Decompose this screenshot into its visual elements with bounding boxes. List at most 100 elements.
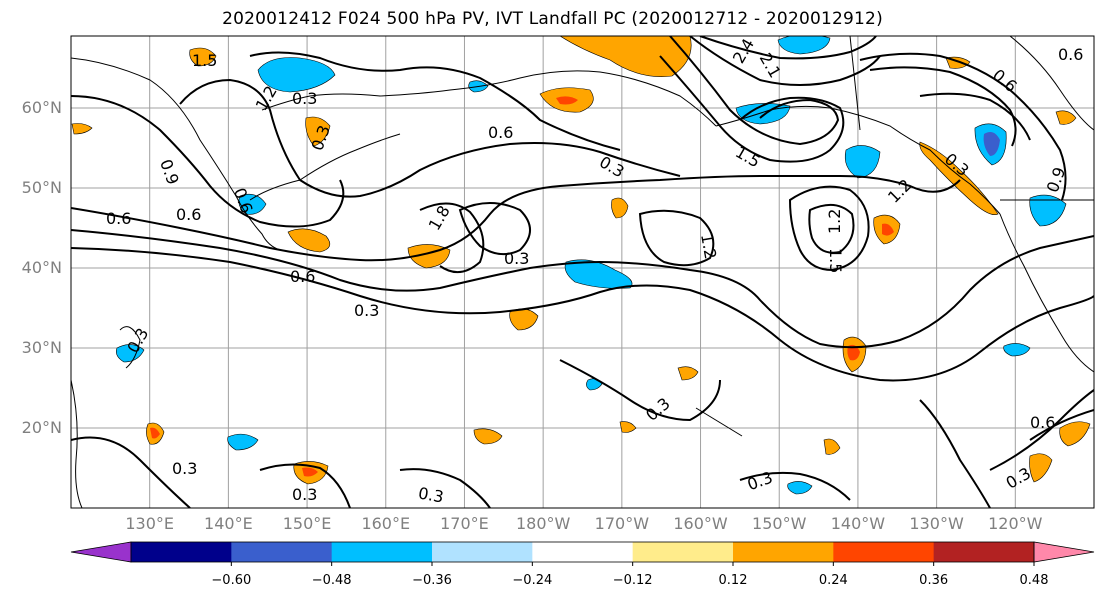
- latitude-label: 30°N: [21, 338, 62, 357]
- contour-label: 0.3: [354, 301, 379, 320]
- shade-pos-patch: [919, 141, 999, 215]
- longitude-label: 170°E: [440, 514, 489, 533]
- contour-line: [739, 471, 851, 501]
- colorbar-segment: [833, 542, 935, 562]
- contour-line: [919, 399, 991, 508]
- shade-pos-patch: [559, 36, 692, 77]
- latitude-label: 40°N: [21, 258, 62, 277]
- contour-label: 0.3: [417, 483, 445, 506]
- shade-pos-patch: [287, 228, 331, 253]
- contour-line: [919, 92, 1031, 141]
- longitude-label: 160°W: [673, 514, 728, 533]
- contour-label: 1.5: [192, 51, 217, 70]
- contour-line: [399, 468, 491, 508]
- contour-line: [788, 185, 870, 272]
- colorbar: [70, 541, 1095, 566]
- coastlines: [71, 36, 1094, 508]
- colorbar-segment: [532, 542, 634, 562]
- shade-pos-patch: [1029, 453, 1053, 483]
- colorbar-tick-label: −0.60: [211, 573, 252, 588]
- shade-pos-patch: [882, 223, 894, 236]
- contour-line: [419, 202, 485, 273]
- colorbar-tick-label: −0.24: [512, 573, 553, 588]
- contour-line: [179, 78, 681, 198]
- contour-label: 0.3: [292, 485, 317, 504]
- coastline: [261, 70, 717, 127]
- contour-label: 0.6: [176, 205, 201, 224]
- contour-label: 0.6: [106, 209, 131, 228]
- shade-neg-patch: [116, 344, 145, 363]
- contour-line: [699, 36, 877, 60]
- coastline: [119, 326, 141, 369]
- colorbar-tick-label: −0.36: [412, 573, 452, 588]
- contour-line: [71, 95, 345, 228]
- contour-line: [808, 203, 855, 254]
- contour-line: [71, 436, 191, 508]
- colorbar-segment: [933, 542, 1035, 562]
- shade-neg-patch: [564, 259, 633, 289]
- coastline: [249, 133, 401, 201]
- latitude-label: 50°N: [21, 178, 62, 197]
- shade-pos-patch: [677, 366, 699, 381]
- longitude-label: 150°W: [752, 514, 807, 533]
- colorbar-segment: [231, 542, 333, 562]
- contour-label: 1.5: [826, 248, 845, 273]
- contour-line: [249, 51, 621, 151]
- colorbar-segment: [632, 542, 734, 562]
- contour-label: 0.3: [504, 249, 529, 268]
- coastline: [1009, 36, 1094, 131]
- shade-pos-patch: [1055, 110, 1077, 125]
- longitude-label: 130°W: [909, 514, 964, 533]
- contour-label: 0.6: [1030, 413, 1055, 432]
- longitude-label: 150°E: [282, 514, 332, 533]
- contour-line: [71, 247, 1094, 382]
- shade-pos-patch: [611, 197, 629, 219]
- contour-line: [1029, 409, 1094, 441]
- shade-pos-patch: [71, 123, 93, 135]
- longitude-label: 180°W: [515, 514, 571, 533]
- shade-neg-patch: [227, 433, 259, 451]
- shade-pos-patch: [302, 467, 318, 477]
- shade-pos-patch: [556, 96, 578, 105]
- shade-pos-patch: [1059, 421, 1091, 447]
- coastline: [71, 379, 83, 508]
- shade-neg-patch: [1003, 343, 1031, 357]
- pv-contours: [71, 36, 1094, 508]
- contour-label: 0.3: [172, 459, 197, 478]
- contour-line: [71, 229, 1094, 349]
- longitude-label: 120°W: [988, 514, 1043, 533]
- shade-neg-patch: [844, 145, 881, 179]
- contour-label: 0.6: [488, 123, 513, 142]
- colorbar-tick-label: 0.12: [718, 573, 748, 588]
- latitude-label: 20°N: [21, 418, 62, 437]
- contour-line: [869, 66, 1017, 147]
- pv-shading: [71, 36, 1091, 495]
- shade-pos-patch: [150, 427, 160, 439]
- shade-neg-patch: [1029, 194, 1067, 227]
- contour-line: [989, 389, 1094, 471]
- colorbar-segment: [432, 542, 533, 562]
- contour-line: [559, 359, 721, 422]
- colorbar-tick-label: −0.12: [612, 573, 653, 588]
- contour-label: 0.3: [292, 89, 317, 108]
- latitude-label: 60°N: [21, 98, 62, 117]
- shade-neg-patch: [238, 193, 267, 215]
- colorbar-segment: [733, 542, 834, 562]
- colorbar-segment: [331, 542, 433, 562]
- contour-label: 0.6: [290, 267, 315, 286]
- contour-label: 1.2: [697, 232, 720, 260]
- contour-line: [859, 52, 1067, 201]
- contour-line: [659, 55, 845, 163]
- colorbar-frame: [130, 541, 1035, 563]
- shade-pos-patch: [823, 438, 841, 455]
- shade-neg-patch: [983, 132, 1000, 156]
- shade-pos-patch: [619, 421, 637, 433]
- colorbar-segment: [131, 542, 232, 562]
- contour-line: [458, 202, 531, 256]
- colorbar-tick-label: 0.24: [818, 573, 848, 588]
- colorbar-tick-label: 0.48: [1019, 573, 1049, 588]
- contour-line: [669, 36, 840, 146]
- colorbar-extend-low: [70, 541, 132, 563]
- shade-pos-patch: [847, 344, 860, 361]
